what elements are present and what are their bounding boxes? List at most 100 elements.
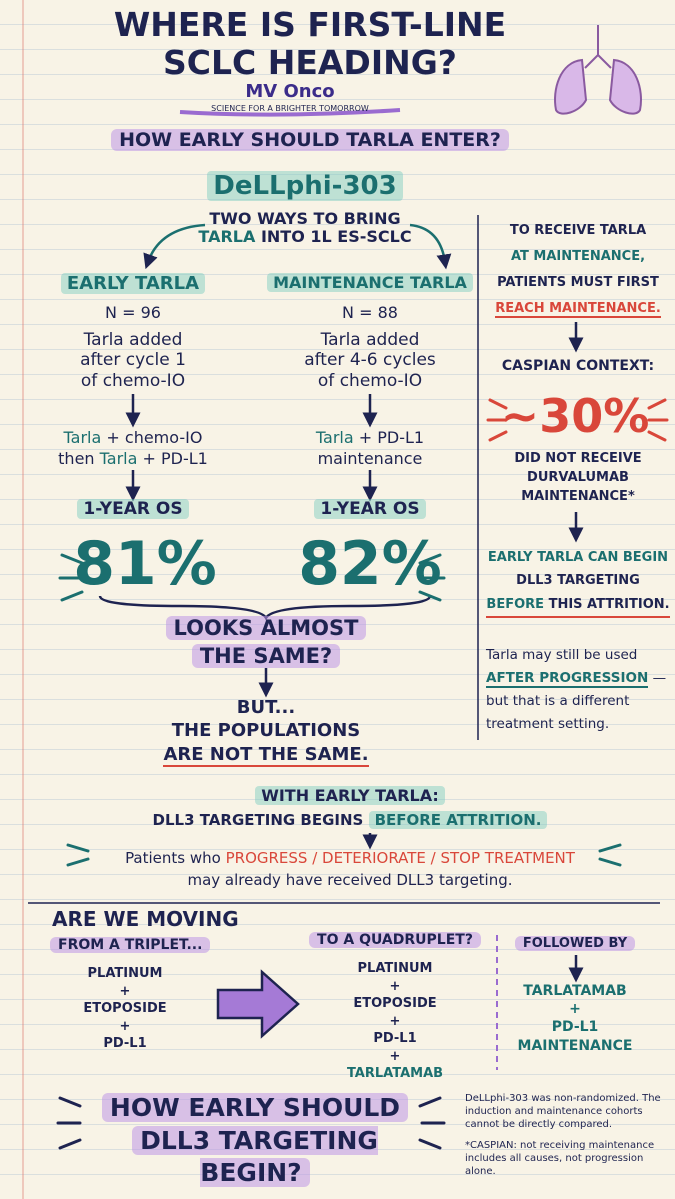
- comparison-line: ARE NOT THE SAME.: [163, 743, 369, 767]
- comparison-line: LOOKS ALMOST: [165, 616, 367, 640]
- comparison-line: BUT...: [236, 697, 296, 718]
- note-line: Tarla may still be used: [486, 647, 638, 663]
- side-intro: TO RECEIVE TARLA AT MAINTENANCE, PATIENTS …: [484, 218, 672, 322]
- arrow: [143, 223, 206, 270]
- side-line: DLL3 TARGETING: [516, 573, 640, 589]
- patients-part: may already have received DLL3 targeting…: [187, 870, 513, 889]
- regimen-item: +: [119, 1018, 131, 1034]
- brand: MV Onco: [245, 81, 335, 102]
- regimen-item: PD-L1: [551, 1019, 599, 1036]
- note-line: AFTER PROGRESSION: [486, 669, 649, 688]
- regimen-part: then: [58, 448, 95, 468]
- regimen-item: PLATINUM: [87, 966, 163, 981]
- title: WHERE IS FIRST-LINE SCLC HEADING?: [60, 6, 560, 82]
- regimen-item: TARLATAMAB: [346, 1066, 444, 1082]
- desc-line: Tarla added: [320, 330, 420, 350]
- early-line: DLL3 TARGETING BEGINS BEFORE ATTRITION.: [80, 811, 620, 829]
- comparison-line: THE SAME?: [191, 644, 341, 669]
- stat: ~30%: [500, 389, 650, 443]
- regimen-part: Tarla: [63, 428, 102, 447]
- os-value: 81%: [73, 529, 217, 599]
- regimen-item: +: [389, 1013, 401, 1029]
- footnote: DeLLphi-303 was non-randomized. The indu…: [465, 1093, 661, 1130]
- regimen-label: FROM A TRIPLET...: [50, 937, 211, 953]
- early-heading: WITH EARLY TARLA:: [255, 786, 445, 805]
- note-line: but that is a different: [486, 692, 630, 709]
- os-value: 82%: [298, 529, 442, 599]
- arm-n: N = 96: [105, 303, 161, 322]
- arm-label: EARLY TARLA: [60, 273, 206, 294]
- regimen-item: +: [389, 978, 401, 994]
- side-line: TO RECEIVE TARLA: [509, 223, 647, 238]
- side-line: REACH MAINTENANCE.: [495, 301, 661, 318]
- context-label: CASPIAN CONTEXT:: [501, 358, 655, 374]
- side-note: Tarla may still be used AFTER PROGRESSION…: [486, 644, 672, 736]
- sparks: [486, 398, 669, 442]
- underline: [179, 108, 401, 117]
- regimens-question: ARE WE MOVING: [52, 907, 239, 931]
- patients: Patients who PROGRESS / DETERIORATE / ST…: [90, 848, 610, 892]
- os-label: 1-YEAR OS: [77, 499, 189, 519]
- stat-line: DID NOT RECEIVE: [514, 451, 642, 466]
- early-part: DLL3 TARGETING BEGINS: [152, 811, 364, 829]
- side-line: EARLY TARLA CAN BEGIN: [487, 550, 669, 565]
- quadruplet-list: PLATINUM + ETOPOSIDE + PD-L1 + TARLATAMAB: [330, 960, 460, 1083]
- regimen-part: + chemo-IO: [106, 428, 203, 447]
- comparison: BUT... THE POPULATIONS ARE NOT THE SAME.: [130, 696, 402, 767]
- tagline: SCIENCE FOR A BRIGHTER TOMORROW: [211, 104, 369, 113]
- desc-line: after cycle 1: [80, 350, 186, 371]
- sparks: [56, 1096, 446, 1150]
- study-name: DeLLphi-303: [207, 171, 403, 201]
- arm-description: Tarla added after 4-6 cycles of chemo-IO: [265, 330, 475, 391]
- regimen-part: Tarla: [99, 448, 138, 468]
- regimen-label: FOLLOWED BY: [514, 936, 636, 951]
- regimen-item: MAINTENANCE: [517, 1037, 633, 1054]
- side-line: PATIENTS MUST FIRST: [497, 275, 659, 290]
- regimen-part: + PD-L1: [358, 428, 425, 447]
- desc-line: after 4-6 cycles: [304, 350, 436, 371]
- regimen-item: ETOPOSIDE: [353, 996, 437, 1012]
- arm-description: Tarla added after cycle 1 of chemo-IO: [30, 330, 236, 391]
- regimen-part: Tarla: [315, 428, 354, 447]
- regimen-item: PD-L1: [103, 1036, 147, 1052]
- arrow: [409, 223, 452, 270]
- patients-part: Patients who: [125, 849, 221, 867]
- intro-line: TWO WAYS TO BRING: [209, 209, 401, 228]
- patients-part: PROGRESS / DETERIORATE / STOP TREATMENT: [225, 849, 575, 867]
- stat-text: DID NOT RECEIVE DURVALUMAB MAINTENANCE*: [484, 450, 672, 507]
- stat-line: MAINTENANCE*: [521, 488, 635, 504]
- regimen-part: maintenance: [317, 448, 423, 468]
- early-part: BEFORE ATTRITION.: [368, 811, 548, 829]
- big-arrow: [216, 969, 300, 1039]
- side-early: EARLY TARLA CAN BEGIN DLL3 TARGETING BEFOR…: [484, 546, 672, 619]
- side-line: BEFORE: [486, 596, 545, 612]
- arm-regimen: Tarla + PD-L1 maintenance: [265, 428, 475, 470]
- desc-line: of chemo-IO: [317, 370, 423, 391]
- comparison-line: THE POPULATIONS: [171, 720, 361, 742]
- side-line: THIS ATTRITION.: [548, 596, 670, 612]
- regimen-item: ETOPOSIDE: [83, 1001, 167, 1017]
- stat-line: DURVALUMAB: [527, 469, 629, 485]
- regimen-item: TARLATAMAB: [523, 983, 627, 999]
- final-line: DLL3 TARGETING BEGIN?: [132, 1125, 378, 1187]
- arm-regimen: Tarla + chemo-IO then Tarla + PD-L1: [20, 428, 246, 470]
- regimen-item: +: [119, 983, 131, 999]
- intro-text: INTO 1L ES-SCLC: [260, 227, 412, 247]
- note-line: —: [652, 669, 667, 686]
- arm-n: N = 88: [342, 303, 398, 322]
- regimen-item: PD-L1: [373, 1031, 417, 1047]
- regimen-label: TO A QUADRUPLET?: [309, 932, 481, 948]
- sparks: [58, 553, 622, 867]
- comparison: LOOKS ALMOST THE SAME?: [130, 614, 402, 671]
- final-line: HOW EARLY SHOULD: [101, 1093, 409, 1122]
- regimen-item: +: [389, 1048, 401, 1064]
- desc-line: of chemo-IO: [80, 370, 186, 391]
- title-line: SCLC HEADING?: [163, 42, 457, 82]
- os-label: 1-YEAR OS: [314, 499, 426, 519]
- side-line: AT MAINTENANCE,: [510, 249, 646, 264]
- regimen-item: PLATINUM: [357, 961, 433, 976]
- flow-arrows: [125, 322, 584, 983]
- note-line: treatment setting.: [486, 715, 610, 732]
- final-question: HOW EARLY SHOULD DLL3 TARGETING BEGIN?: [80, 1092, 430, 1190]
- arm-label: MAINTENANCE TARLA: [267, 273, 473, 292]
